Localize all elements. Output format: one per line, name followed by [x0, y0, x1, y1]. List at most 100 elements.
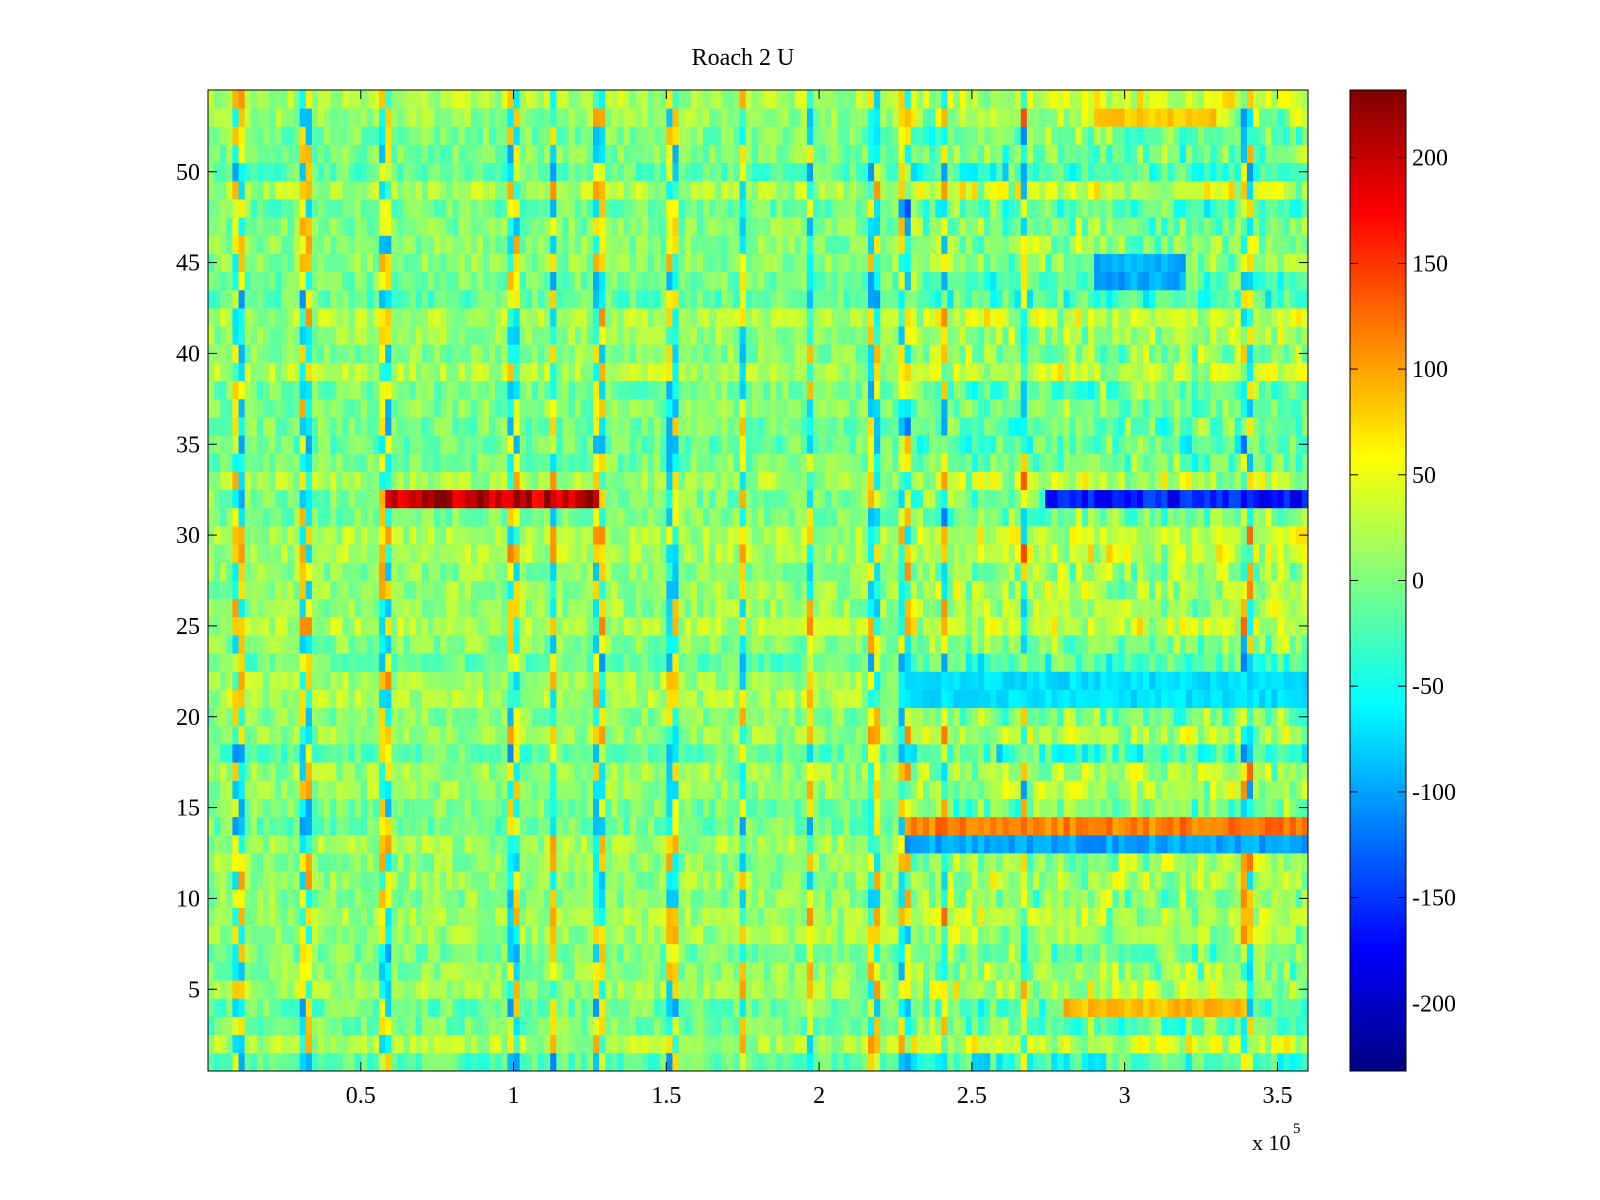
- heatmap-cell: [910, 871, 918, 890]
- heatmap-cell: [483, 889, 490, 908]
- heatmap-cell: [409, 907, 417, 927]
- heatmap-cell: [250, 689, 258, 709]
- heatmap-cell: [1185, 598, 1193, 618]
- heatmap-cell: [684, 980, 692, 999]
- heatmap-cell: [311, 998, 319, 1017]
- heatmap-cell: [397, 816, 404, 836]
- heatmap-cell: [690, 598, 698, 618]
- heatmap-cell: [293, 762, 301, 781]
- heatmap-cell: [281, 707, 288, 727]
- heatmap-cell: [1179, 907, 1187, 927]
- heatmap-cell: [293, 653, 301, 672]
- heatmap-cell: [1155, 962, 1162, 981]
- heatmap-cell: [220, 707, 227, 727]
- heatmap-cell: [1301, 943, 1309, 963]
- heatmap-cell: [874, 1052, 881, 1072]
- heatmap-cell: [672, 871, 679, 890]
- heatmap-cell: [293, 635, 301, 654]
- heatmap-cell: [605, 871, 612, 890]
- heatmap-cell: [1198, 871, 1205, 890]
- heatmap-cell: [275, 925, 282, 945]
- heatmap-cell: [703, 816, 710, 836]
- heatmap-cell: [1277, 653, 1284, 672]
- heatmap-cell: [1002, 598, 1009, 618]
- heatmap-cell: [782, 998, 789, 1017]
- heatmap-cell: [1204, 907, 1211, 927]
- heatmap-cell: [1253, 635, 1260, 654]
- heatmap-cell: [1106, 962, 1113, 981]
- heatmap-cell: [336, 1016, 343, 1036]
- heatmap-cell: [1075, 798, 1083, 818]
- heatmap-cell: [538, 580, 545, 600]
- heatmap-cell: [507, 980, 514, 999]
- heatmap-cell: [678, 798, 686, 818]
- heatmap-cell: [629, 907, 637, 927]
- heatmap-cell: [1173, 853, 1181, 872]
- heatmap-cell: [1039, 1052, 1046, 1072]
- heatmap-cell: [617, 1016, 624, 1036]
- heatmap-cell: [1161, 707, 1168, 727]
- heatmap-cell: [1088, 671, 1095, 690]
- heatmap-cell: [379, 653, 386, 672]
- heatmap-cell: [758, 780, 765, 799]
- heatmap-cell: [214, 853, 221, 872]
- heatmap-cell: [550, 598, 557, 618]
- heatmap-cell: [611, 744, 618, 763]
- heatmap-cell: [287, 853, 294, 872]
- heatmap-cell: [635, 853, 643, 872]
- heatmap-cell: [470, 943, 478, 963]
- heatmap-cell: [1155, 653, 1162, 672]
- heatmap-cell: [868, 616, 875, 636]
- heatmap-cell: [1289, 907, 1297, 927]
- heatmap-cell: [1112, 616, 1119, 636]
- heatmap-cell: [953, 1052, 961, 1072]
- heatmap-cell: [910, 707, 918, 727]
- heatmap-cell: [721, 962, 728, 981]
- heatmap-cell: [470, 816, 478, 836]
- heatmap-cell: [965, 689, 973, 709]
- heatmap-cell: [1075, 962, 1083, 981]
- heatmap-cell: [293, 780, 301, 799]
- heatmap-cell: [354, 834, 362, 854]
- heatmap-cell: [366, 762, 374, 781]
- heatmap-cell: [855, 780, 863, 799]
- heatmap-cell: [1063, 635, 1071, 654]
- heatmap-cell: [519, 762, 527, 781]
- heatmap-cell: [641, 671, 649, 690]
- heatmap-cell: [403, 616, 411, 636]
- heatmap-cell: [360, 943, 368, 963]
- heatmap-cell: [1106, 798, 1113, 818]
- heatmap-cell: [550, 744, 557, 763]
- heatmap-cell: [354, 798, 362, 818]
- heatmap-cell: [1173, 1052, 1181, 1072]
- heatmap-cell: [568, 998, 576, 1017]
- heatmap-cell: [1020, 1052, 1028, 1072]
- heatmap-cell: [953, 653, 961, 672]
- heatmap-cell: [244, 1034, 252, 1054]
- heatmap-cell: [513, 871, 521, 890]
- heatmap-cell: [556, 889, 563, 908]
- heatmap-cell: [281, 744, 288, 763]
- heatmap-cell: [825, 1016, 832, 1036]
- heatmap-cell: [446, 962, 453, 981]
- heatmap-cell: [819, 689, 826, 709]
- heatmap-cell: [415, 780, 423, 799]
- heatmap-cell: [1020, 853, 1028, 872]
- heatmap-cell: [1008, 780, 1016, 799]
- heatmap-cell: [776, 798, 783, 818]
- heatmap-cell: [696, 962, 704, 981]
- heatmap-cell: [1161, 689, 1168, 709]
- heatmap-cell: [513, 635, 521, 654]
- heatmap-cell: [788, 1052, 796, 1072]
- heatmap-cell: [544, 1016, 551, 1036]
- heatmap-cell: [287, 798, 294, 818]
- heatmap-cell: [733, 562, 741, 581]
- heatmap-cell: [758, 689, 765, 709]
- heatmap-cell: [880, 744, 887, 763]
- heatmap-cell: [446, 780, 453, 799]
- heatmap-cell: [764, 943, 771, 963]
- heatmap-cell: [256, 871, 264, 890]
- heatmap-cell: [800, 907, 808, 927]
- heatmap-cell: [373, 1016, 380, 1036]
- heatmap-cell: [214, 1052, 221, 1072]
